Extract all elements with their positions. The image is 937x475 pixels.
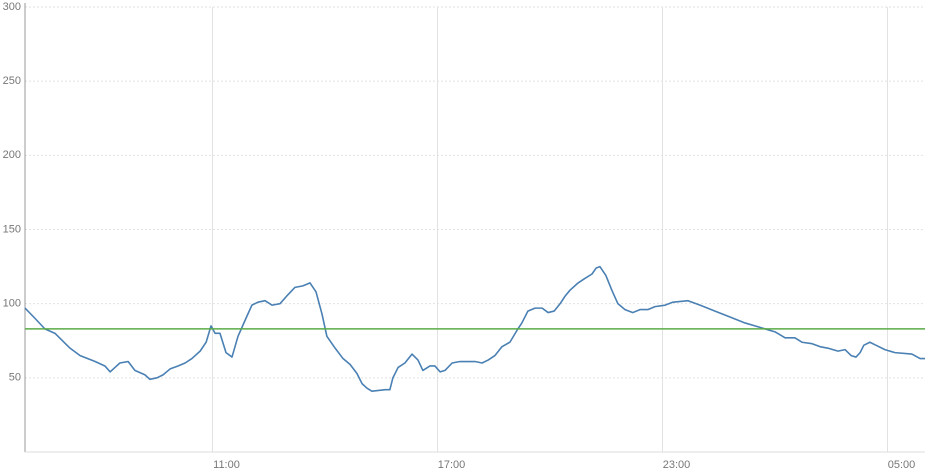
- x-tick-label: 11:00: [213, 459, 240, 471]
- y-tick-label: 150: [3, 223, 21, 235]
- x-tick-label: 23:00: [663, 459, 691, 471]
- x-tick-label: 17:00: [438, 459, 466, 471]
- x-tick-label: 05:00: [888, 459, 916, 471]
- y-tick-label: 100: [3, 298, 21, 310]
- y-tick-label: 50: [9, 372, 21, 384]
- y-tick-label: 200: [3, 149, 21, 161]
- y-tick-label: 300: [3, 1, 21, 13]
- y-tick-label: 250: [3, 75, 21, 87]
